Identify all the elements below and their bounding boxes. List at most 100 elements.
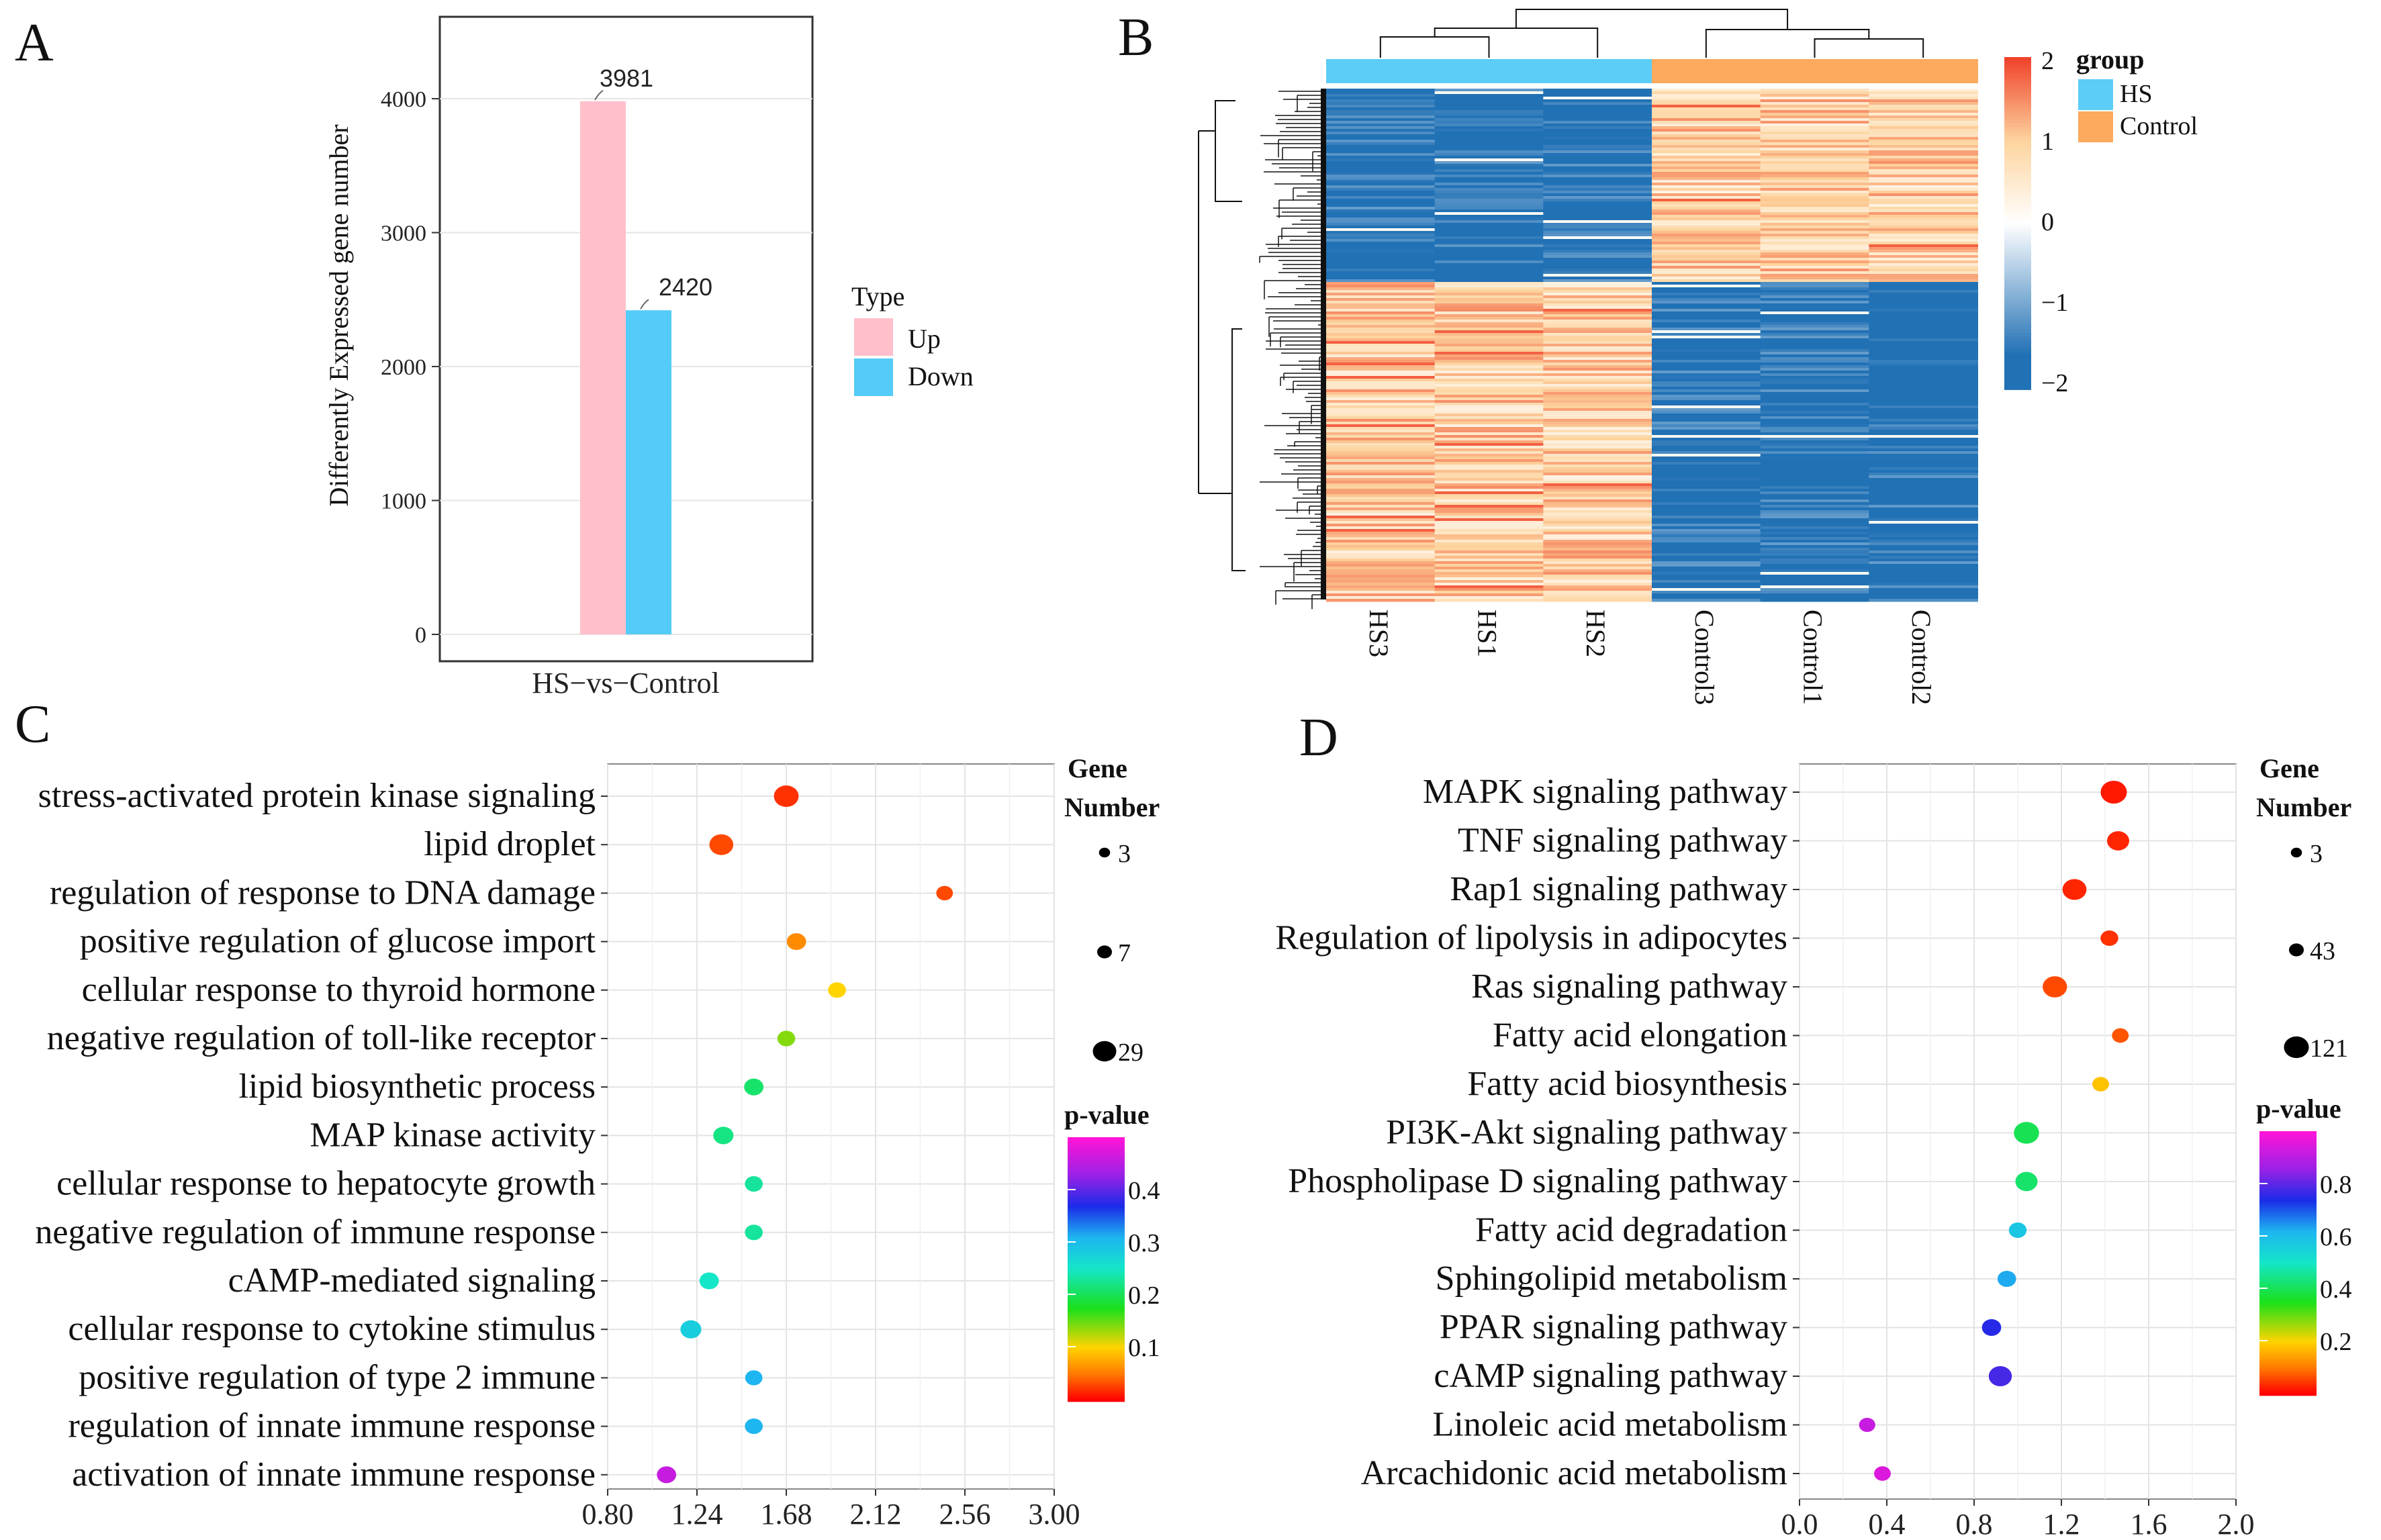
heatmap-cell-stripe — [1869, 440, 1978, 444]
heatmap-cell-stripe — [1434, 478, 1544, 481]
heatmap-cell-stripe — [1760, 373, 1870, 377]
legend-swatch-up — [854, 318, 893, 356]
heatmap-cell-stripe — [1652, 153, 1761, 156]
heatmap-cell-stripe — [1326, 341, 1436, 344]
grid-c — [607, 764, 1055, 1489]
heatmap-cell-stripe — [1652, 569, 1761, 573]
heatmap-cell-stripe — [1652, 252, 1761, 256]
heatmap-cell-stripe — [1434, 290, 1544, 293]
heatmap-cell-stripe — [1326, 537, 1436, 540]
heatmap-cell-stripe — [1543, 260, 1652, 264]
heatmap-cell-stripe — [1652, 244, 1761, 248]
heatmap-cell-stripe — [1652, 311, 1761, 315]
heatmap-cell-stripe — [1326, 569, 1436, 573]
heatmap-cell-stripe — [1869, 118, 1978, 122]
heatmap-cell-stripe — [1869, 395, 1978, 398]
heatmap-cell-stripe — [1760, 150, 1870, 154]
heatmap-cell-stripe — [1869, 567, 1978, 570]
term-label: Fatty acid elongation — [1493, 1016, 1787, 1055]
heatmap-cell-stripe — [1543, 287, 1652, 291]
heatmap-cell-stripe — [1326, 252, 1436, 256]
heatmap-cell-stripe — [1869, 328, 1978, 331]
color-legend-step — [2259, 1216, 2317, 1220]
heatmap-cell-stripe — [1543, 314, 1652, 318]
colorbar-step — [2004, 236, 2031, 241]
heatmap-cell-stripe — [1434, 572, 1544, 575]
heatmap-cell-stripe — [1543, 363, 1652, 366]
size-legend-title: Number — [1064, 792, 1160, 822]
heatmap-cell-stripe — [1326, 454, 1436, 457]
heatmap-cell-stripe — [1760, 311, 1870, 315]
heatmap-cell-stripe — [1434, 591, 1544, 594]
heatmap-cell-stripe — [1760, 231, 1870, 234]
heatmap-cell-stripe — [1760, 387, 1870, 390]
heatmap-cell-stripe — [1760, 177, 1870, 181]
colorbar-step — [2004, 226, 2031, 231]
color-legend-step — [2259, 1285, 2317, 1288]
heatmap-cell-stripe — [1869, 397, 1978, 401]
heatmap-cell-stripe — [1543, 285, 1652, 288]
heatmap-cell-stripe — [1326, 430, 1436, 433]
heatmap-cell-stripe — [1869, 185, 1978, 189]
dot — [699, 1272, 719, 1290]
color-legend-step — [2259, 1254, 2317, 1257]
heatmap-cell-stripe — [1543, 148, 1652, 151]
heatmap-cell-stripe — [1543, 252, 1652, 256]
heatmap-cell-stripe — [1760, 140, 1870, 143]
heatmap-cell-stripe — [1543, 502, 1652, 506]
color-legend-step — [2259, 1168, 2317, 1171]
term-label: Rap1 signaling pathway — [1450, 870, 1787, 908]
column-labels: HS3 HS1 HS2 Control3 Control1 Control2 — [1364, 610, 1936, 705]
heatmap-cell-stripe — [1434, 322, 1544, 326]
column-label: Control2 — [1906, 610, 1936, 705]
heatmap-cell-stripe — [1326, 556, 1436, 559]
heatmap-cell-stripe — [1652, 561, 1761, 565]
heatmap-cell-stripe — [1869, 432, 1978, 436]
heatmap-cell-stripe — [1326, 521, 1436, 524]
x-ticks-d: 0.0 0.4 0.8 1.2 1.6 2.0 — [1781, 1499, 2255, 1540]
color-legend-step — [1068, 1216, 1125, 1220]
heatmap-cell-stripe — [1543, 572, 1652, 575]
heatmap-cell-stripe — [1434, 126, 1544, 130]
heatmap-cell-stripe — [1760, 572, 1870, 575]
heatmap-cell-stripe — [1760, 411, 1870, 414]
color-legend-step — [1068, 1331, 1125, 1334]
color-legend-step — [1068, 1167, 1125, 1171]
heatmap-cell-stripe — [1760, 172, 1870, 175]
color-legend-label: 0.4 — [2320, 1276, 2352, 1304]
color-legend-step — [2259, 1243, 2317, 1247]
colorbar-step — [2004, 130, 2031, 134]
heatmap-cell-stripe — [1543, 325, 1652, 328]
heatmap-cell-stripe — [1760, 314, 1870, 318]
dendrogram-branch — [1231, 328, 1246, 571]
heatmap-cell-stripe — [1434, 325, 1544, 328]
group-legend-title: group — [2076, 44, 2145, 75]
heatmap-cell-stripe — [1543, 134, 1652, 138]
heatmap-cell-stripe — [1326, 572, 1436, 575]
heatmap-cell-stripe — [1434, 502, 1544, 506]
heatmap-cell-stripe — [1869, 175, 1978, 178]
heatmap-cell-stripe — [1869, 338, 1978, 342]
heatmap-cell-stripe — [1326, 534, 1436, 538]
heatmap-cell-stripe — [1434, 118, 1544, 122]
heatmap-cell-stripe — [1760, 269, 1870, 272]
heatmap-cell-stripe — [1434, 99, 1544, 103]
heatmap-cell-stripe — [1543, 483, 1652, 487]
heatmap-cell-stripe — [1869, 279, 1978, 283]
color-legend-step — [1068, 1152, 1125, 1156]
color-legend-step — [1068, 1326, 1125, 1330]
heatmap-cell-stripe — [1434, 459, 1544, 463]
heatmap-cell-stripe — [1869, 491, 1978, 495]
colorbar-step — [2004, 136, 2031, 141]
heatmap-cell-stripe — [1543, 266, 1652, 269]
heatmap-cell-stripe — [1760, 247, 1870, 250]
heatmap-cell-stripe — [1652, 548, 1761, 551]
x-tick-label: 0.8 — [1956, 1508, 1993, 1540]
term-label: PPAR signaling pathway — [1440, 1308, 1787, 1347]
color-legend-step — [2259, 1371, 2317, 1374]
colorbar-step — [2004, 90, 2031, 95]
colorbar-step — [2004, 93, 2031, 98]
heatmap-cell-stripe — [1869, 403, 1978, 406]
colorbar-step — [2004, 336, 2031, 340]
